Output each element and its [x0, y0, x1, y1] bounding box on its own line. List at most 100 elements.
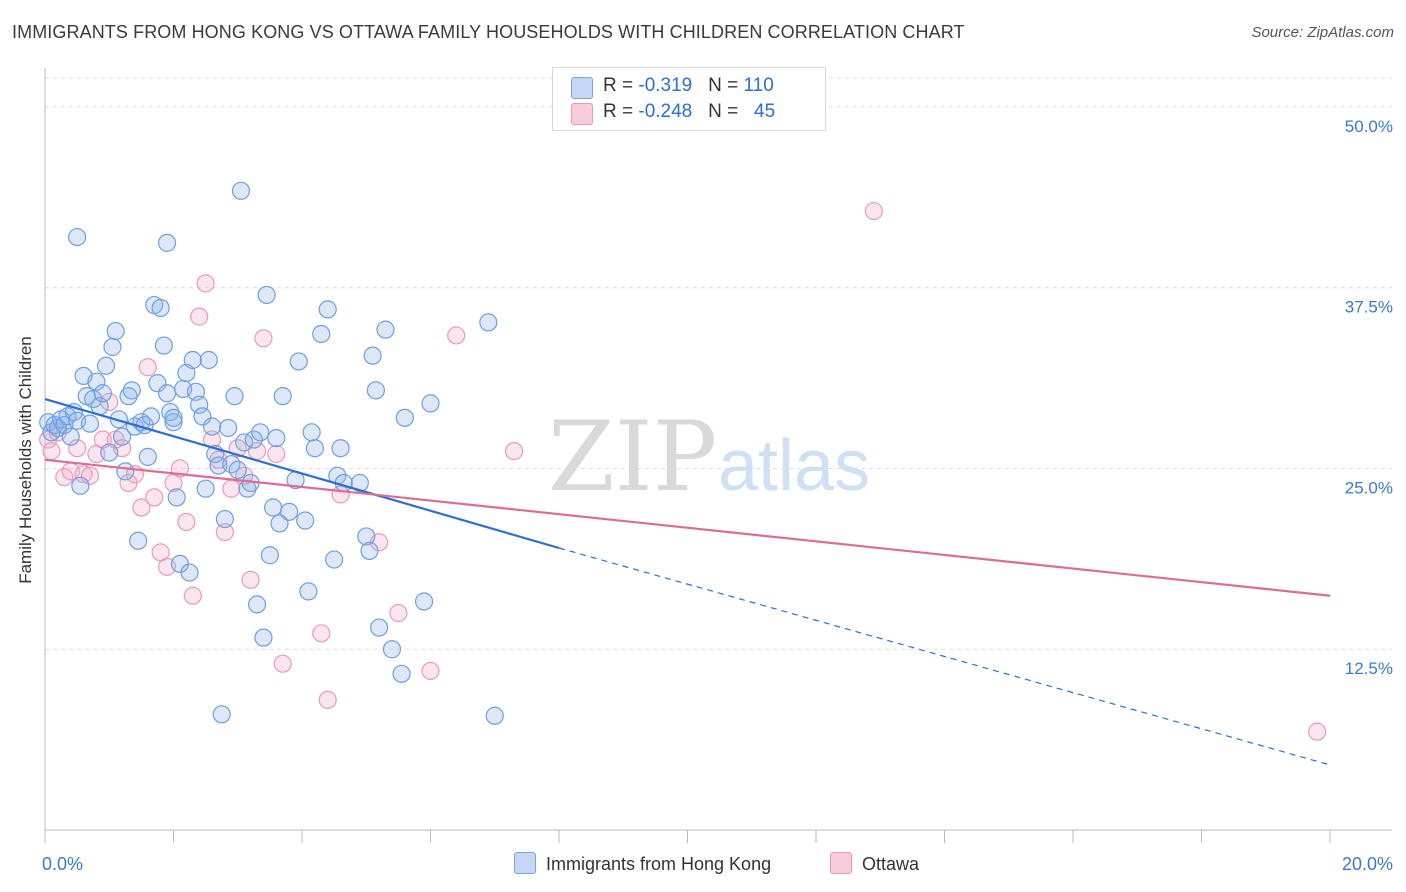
- trendline-hong-kong: [44, 397, 560, 550]
- legend-n-value: 45: [754, 101, 776, 122]
- point-hong-kong: [318, 300, 337, 319]
- legend-r-label: R =: [603, 101, 639, 122]
- point-hong-kong: [167, 488, 186, 507]
- legend-swatch-ottawa: [571, 103, 593, 125]
- y-axis-label-wrap: Family Households with Children: [16, 310, 36, 610]
- point-hong-kong: [196, 479, 215, 498]
- legend-swatch-hong-kong: [571, 77, 593, 99]
- point-ottawa: [504, 442, 524, 461]
- point-hong-kong: [228, 460, 247, 480]
- point-hong-kong: [141, 407, 161, 426]
- legend-r-value: -0.319: [638, 75, 693, 96]
- y-tick-label: 25.0%: [1345, 478, 1393, 497]
- point-hong-kong: [370, 618, 389, 637]
- point-hong-kong: [289, 352, 308, 371]
- point-hong-kong: [366, 381, 385, 400]
- point-ottawa: [74, 465, 93, 484]
- point-ottawa: [42, 442, 61, 461]
- point-hong-kong: [312, 324, 331, 344]
- point-ottawa: [215, 522, 234, 542]
- point-hong-kong: [61, 427, 80, 446]
- point-hong-kong: [305, 439, 324, 458]
- point-hong-kong: [215, 509, 234, 529]
- point-ottawa: [190, 307, 209, 326]
- point-hong-kong: [84, 389, 103, 409]
- point-ottawa: [196, 274, 215, 293]
- trendline-ottawa: [44, 458, 1331, 597]
- point-hong-kong: [202, 417, 222, 436]
- point-hong-kong: [96, 356, 116, 375]
- point-hong-kong: [267, 428, 286, 448]
- point-hong-kong: [154, 336, 173, 355]
- x-tick-label-min: 0.0%: [42, 854, 83, 874]
- point-hong-kong: [116, 462, 135, 481]
- point-hong-kong: [414, 592, 434, 611]
- legend-item-hong-kong: Immigrants from Hong Kong: [514, 852, 771, 875]
- point-hong-kong: [129, 531, 148, 550]
- legend-swatch-hong-kong: [514, 852, 536, 874]
- legend-r-label: R =: [603, 75, 639, 96]
- point-hong-kong: [161, 402, 180, 422]
- legend-n-value: 110: [743, 75, 774, 96]
- point-ottawa: [145, 488, 164, 507]
- correlation-legend: R = -0.319 N = 110 R = -0.248 N = 45: [552, 67, 826, 131]
- chart-title: IMMIGRANTS FROM HONG KONG VS OTTAWA FAMI…: [12, 22, 965, 42]
- point-hong-kong: [244, 430, 263, 449]
- trendline-hong-kong-extrapolated: [558, 547, 1331, 766]
- legend-r-value: -0.248: [638, 101, 693, 122]
- point-hong-kong: [376, 320, 395, 339]
- point-hong-kong: [183, 350, 202, 370]
- point-hong-kong: [138, 447, 157, 466]
- point-ottawa: [1308, 722, 1327, 741]
- point-ottawa: [273, 654, 292, 673]
- point-hong-kong: [87, 372, 106, 391]
- point-hong-kong: [157, 384, 177, 403]
- source-label: Source: ZipAtlas.com: [1251, 24, 1394, 41]
- y-tick-label: 37.5%: [1345, 298, 1393, 317]
- point-ottawa: [267, 444, 286, 464]
- point-hong-kong: [325, 550, 344, 569]
- y-tick-label: 50.0%: [1345, 117, 1393, 136]
- point-hong-kong: [164, 408, 183, 427]
- point-hong-kong: [302, 423, 321, 442]
- point-hong-kong: [80, 414, 100, 433]
- point-ottawa: [177, 512, 196, 532]
- point-hong-kong: [263, 498, 283, 517]
- point-hong-kong: [395, 408, 414, 427]
- y-axis-label: Family Households with Children: [16, 336, 35, 584]
- point-ottawa: [312, 624, 331, 643]
- point-hong-kong: [251, 423, 270, 442]
- point-hong-kong: [199, 350, 218, 370]
- point-hong-kong: [93, 384, 112, 403]
- point-ottawa: [318, 690, 337, 709]
- legend-item-ottawa: Ottawa: [830, 852, 919, 875]
- point-hong-kong: [231, 181, 251, 200]
- legend-label-hong-kong: Immigrants from Hong Kong: [546, 854, 772, 874]
- watermark-atlas: atlas: [718, 426, 870, 506]
- point-hong-kong: [190, 395, 209, 414]
- point-ottawa: [183, 586, 202, 605]
- point-hong-kong: [479, 313, 498, 332]
- point-hong-kong: [180, 563, 199, 582]
- point-hong-kong: [331, 439, 350, 458]
- point-hong-kong: [106, 321, 125, 341]
- point-hong-kong: [382, 640, 402, 659]
- point-hong-kong: [119, 387, 138, 406]
- point-hong-kong: [247, 595, 267, 614]
- point-hong-kong: [485, 706, 504, 725]
- point-hong-kong: [212, 705, 231, 724]
- point-ottawa: [864, 201, 883, 221]
- point-hong-kong: [299, 582, 318, 601]
- point-hong-kong: [392, 664, 411, 683]
- point-ottawa: [447, 326, 466, 345]
- point-hong-kong: [280, 502, 299, 521]
- point-hong-kong: [219, 418, 238, 438]
- point-ottawa: [421, 661, 440, 681]
- point-hong-kong: [68, 227, 87, 247]
- point-hong-kong: [357, 527, 376, 546]
- point-hong-kong: [296, 511, 315, 530]
- point-hong-kong: [260, 546, 279, 565]
- point-hong-kong: [112, 427, 132, 446]
- point-hong-kong: [109, 410, 128, 429]
